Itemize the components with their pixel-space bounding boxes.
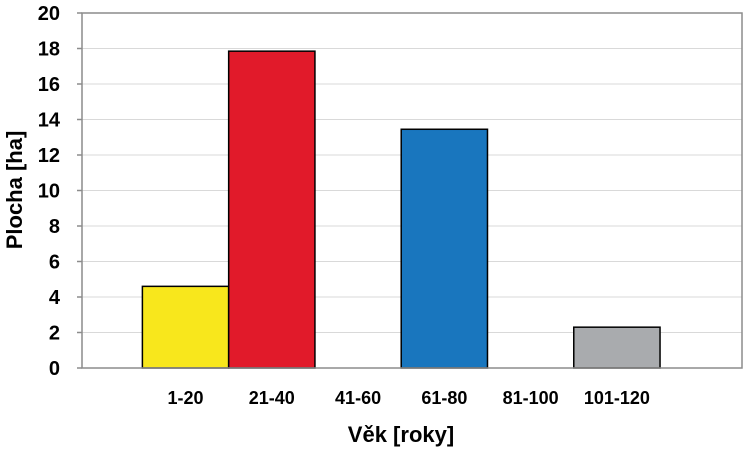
bar-1-20 [141, 285, 230, 369]
y-tick-label: 2 [49, 323, 60, 345]
y-tick-label: 6 [49, 252, 60, 274]
y-axis-ticks: 0 2 4 6 8 10 12 14 16 18 20 [38, 3, 82, 380]
y-tick-label: 14 [38, 110, 61, 132]
y-tick-label: 16 [38, 74, 60, 96]
y-tick-label: 18 [38, 39, 60, 61]
bar-21-40 [227, 50, 316, 369]
y-tick-label: 20 [38, 3, 60, 25]
y-tick-label: 12 [38, 145, 60, 167]
x-tick-label: 41-60 [335, 388, 381, 408]
bars [141, 50, 661, 369]
bar-101-120 [573, 326, 661, 369]
y-tick-label: 4 [49, 287, 61, 309]
x-tick-label: 81-100 [503, 388, 559, 408]
x-tick-label: 1-20 [168, 388, 204, 408]
x-tick-label: 21-40 [249, 388, 295, 408]
x-axis-title: Věk [roky] [348, 422, 454, 447]
y-tick-label: 10 [38, 181, 60, 203]
x-axis-ticks: 1-20 21-40 41-60 61-80 81-100 101-120 [168, 388, 650, 408]
x-tick-label: 101-120 [584, 388, 650, 408]
x-tick-label: 61-80 [421, 388, 467, 408]
y-tick-label: 8 [49, 216, 60, 238]
bar-61-80 [400, 128, 489, 369]
y-axis-title: Plocha [ha] [2, 131, 27, 250]
y-tick-label: 0 [49, 358, 60, 380]
